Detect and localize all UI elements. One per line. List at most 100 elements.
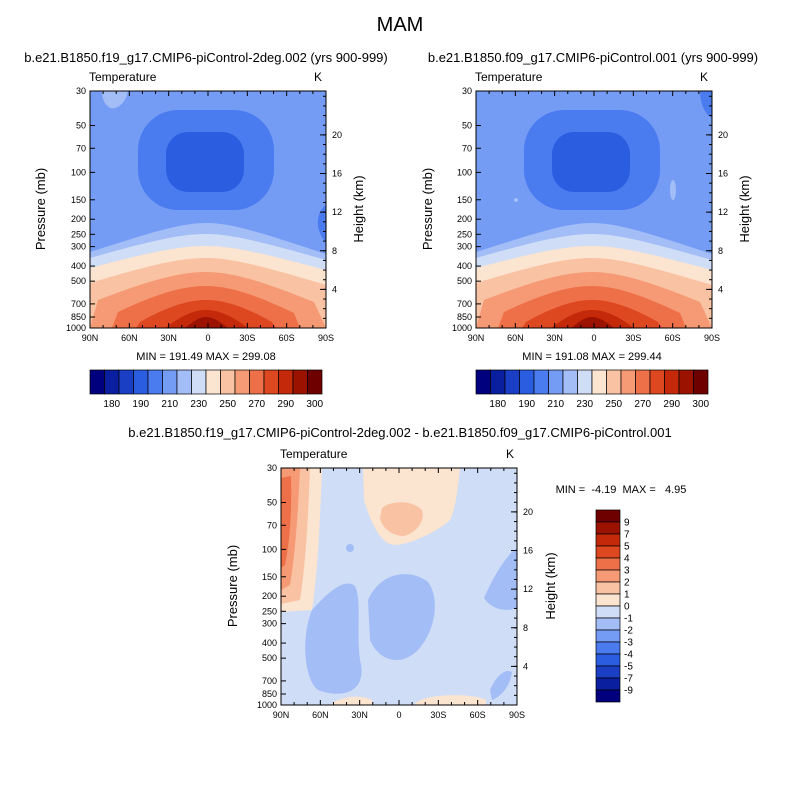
field-band (490, 670, 512, 700)
y-tick-label: 100 (262, 544, 277, 554)
colorbar-swatch (620, 369, 636, 395)
y-tick-label: 50 (76, 121, 86, 131)
panel-b-colorbar: 180 190 210 230 250 270 290 300 (475, 369, 710, 410)
y2-tick-label: 12 (523, 584, 533, 594)
colorbar-swatch (577, 369, 593, 395)
colorbar-label: -4 (624, 650, 633, 661)
colorbar-label: 7 (624, 530, 630, 541)
colorbar-swatch (234, 369, 250, 395)
x-tick-label: 60S (470, 710, 486, 720)
field-band (102, 91, 128, 109)
x-tick-label: 30S (625, 333, 641, 343)
panel-b-title: b.e21.B1850.f09_g17.CMIP6-piControl.001 … (428, 50, 758, 65)
colorbar-swatch (249, 369, 265, 395)
colorbar-label: 270 (634, 399, 651, 410)
field-band (166, 132, 244, 192)
y-tick-label: 150 (457, 195, 472, 205)
colorbar-swatch (595, 581, 621, 595)
y2-tick-label: 8 (523, 623, 528, 633)
y-tick-label: 250 (71, 229, 86, 239)
colorbar-label: 4 (624, 554, 630, 565)
colorbar-swatch (595, 593, 621, 607)
y2-tick-label: 20 (332, 130, 342, 140)
colorbar-swatch (89, 369, 105, 395)
panel-a-variable: Temperature (89, 70, 157, 84)
x-tick-label: 60S (665, 333, 681, 343)
panel-a-title: b.e21.B1850.f19_g17.CMIP6-piControl-2deg… (24, 50, 388, 65)
x-tick-label: 90N (273, 710, 290, 720)
y2-tick-label: 4 (523, 661, 528, 671)
y-tick-label: 400 (457, 261, 472, 271)
panel-b-y2label: Height (km) (737, 175, 752, 242)
panel-a-stats: MIN = 191.49 MAX = 299.08 (136, 351, 275, 363)
y-tick-label: 850 (262, 689, 277, 699)
colorbar-swatch (595, 641, 621, 655)
colorbar-swatch (595, 689, 621, 703)
colorbar-swatch (292, 369, 308, 395)
x-tick-label: 60S (279, 333, 295, 343)
panel-a-axes: 90N 60N 30N 0 30S 60S 90S 30 50 70 100 150 200 250 300… (66, 86, 342, 343)
y-tick-label: 50 (462, 121, 472, 131)
colorbar-label: 2 (624, 578, 630, 589)
y2-tick-label: 12 (332, 207, 342, 217)
panel-c-ylabel: Pressure (mb) (225, 545, 240, 627)
colorbar-swatch (133, 369, 149, 395)
panel-c-axes: 90N 60N 30N 0 30S 60S 90S 30 50 70 100 150 200 250 300… (257, 463, 533, 720)
colorbar-label: 5 (624, 542, 630, 553)
panel-b-stats: MIN = 191.08 MAX = 299.44 (522, 351, 661, 363)
colorbar-swatch (475, 369, 491, 395)
panel-a-field (90, 91, 326, 328)
colorbar-label: 210 (547, 399, 564, 410)
y-tick-label: 1000 (257, 700, 277, 710)
x-tick-label: 0 (396, 710, 401, 720)
panel-b-ylabel: Pressure (mb) (420, 168, 435, 250)
field-band (281, 476, 292, 568)
colorbar-swatch (595, 521, 621, 535)
field-band (552, 132, 630, 192)
panel-b-units: K (700, 70, 708, 84)
y-tick-label: 400 (262, 638, 277, 648)
field-band (484, 548, 517, 610)
colorbar-label: 0 (624, 602, 630, 613)
colorbar-label: 190 (132, 399, 149, 410)
y-tick-label: 850 (457, 312, 472, 322)
x-tick-label: 30N (351, 710, 368, 720)
colorbar-label: 190 (518, 399, 535, 410)
y-tick-label: 70 (76, 143, 86, 153)
colorbar-label: 270 (248, 399, 265, 410)
y-tick-label: 700 (262, 676, 277, 686)
panel-a-units: K (314, 70, 322, 84)
colorbar-swatch (176, 369, 192, 395)
colorbar-swatch (595, 533, 621, 547)
colorbar-swatch (147, 369, 163, 395)
colorbar-swatch (519, 369, 535, 395)
colorbar-swatch (307, 369, 323, 395)
y-tick-label: 1000 (66, 323, 86, 333)
colorbar-swatch (595, 545, 621, 559)
colorbar-label: -1 (624, 614, 633, 625)
y2-tick-label: 16 (523, 546, 533, 556)
panel-c-title: b.e21.B1850.f19_g17.CMIP6-piControl-2deg… (128, 425, 671, 440)
x-tick-label: 60N (312, 710, 329, 720)
panel-a: 90N 60N 30N 0 30S 60S 90S 30 50 70 100 150 200 250 300… (33, 70, 366, 410)
colorbar-label: 230 (190, 399, 207, 410)
y-tick-label: 250 (457, 229, 472, 239)
x-tick-label: 30N (160, 333, 177, 343)
x-tick-label: 30S (430, 710, 446, 720)
field-band (317, 205, 326, 242)
panel-b-variable: Temperature (475, 70, 543, 84)
panel-b: 90N 60N 30N 0 30S 60S 90S 30 50 70 100 150 200 250 300… (420, 70, 752, 410)
x-tick-label: 90S (704, 333, 720, 343)
colorbar-label: 290 (277, 399, 294, 410)
field-band (414, 695, 486, 705)
colorbar-label: -2 (624, 626, 633, 637)
colorbar-swatch (533, 369, 549, 395)
colorbar-swatch (595, 569, 621, 583)
panel-c: 90N 60N 30N 0 30S 60S 90S305070100150200250300… (225, 447, 686, 720)
y-tick-label: 300 (262, 619, 277, 629)
x-tick-label: 90S (318, 333, 334, 343)
field-band (670, 180, 676, 200)
x-tick-label: 0 (591, 333, 596, 343)
colorbar-swatch (191, 369, 207, 395)
